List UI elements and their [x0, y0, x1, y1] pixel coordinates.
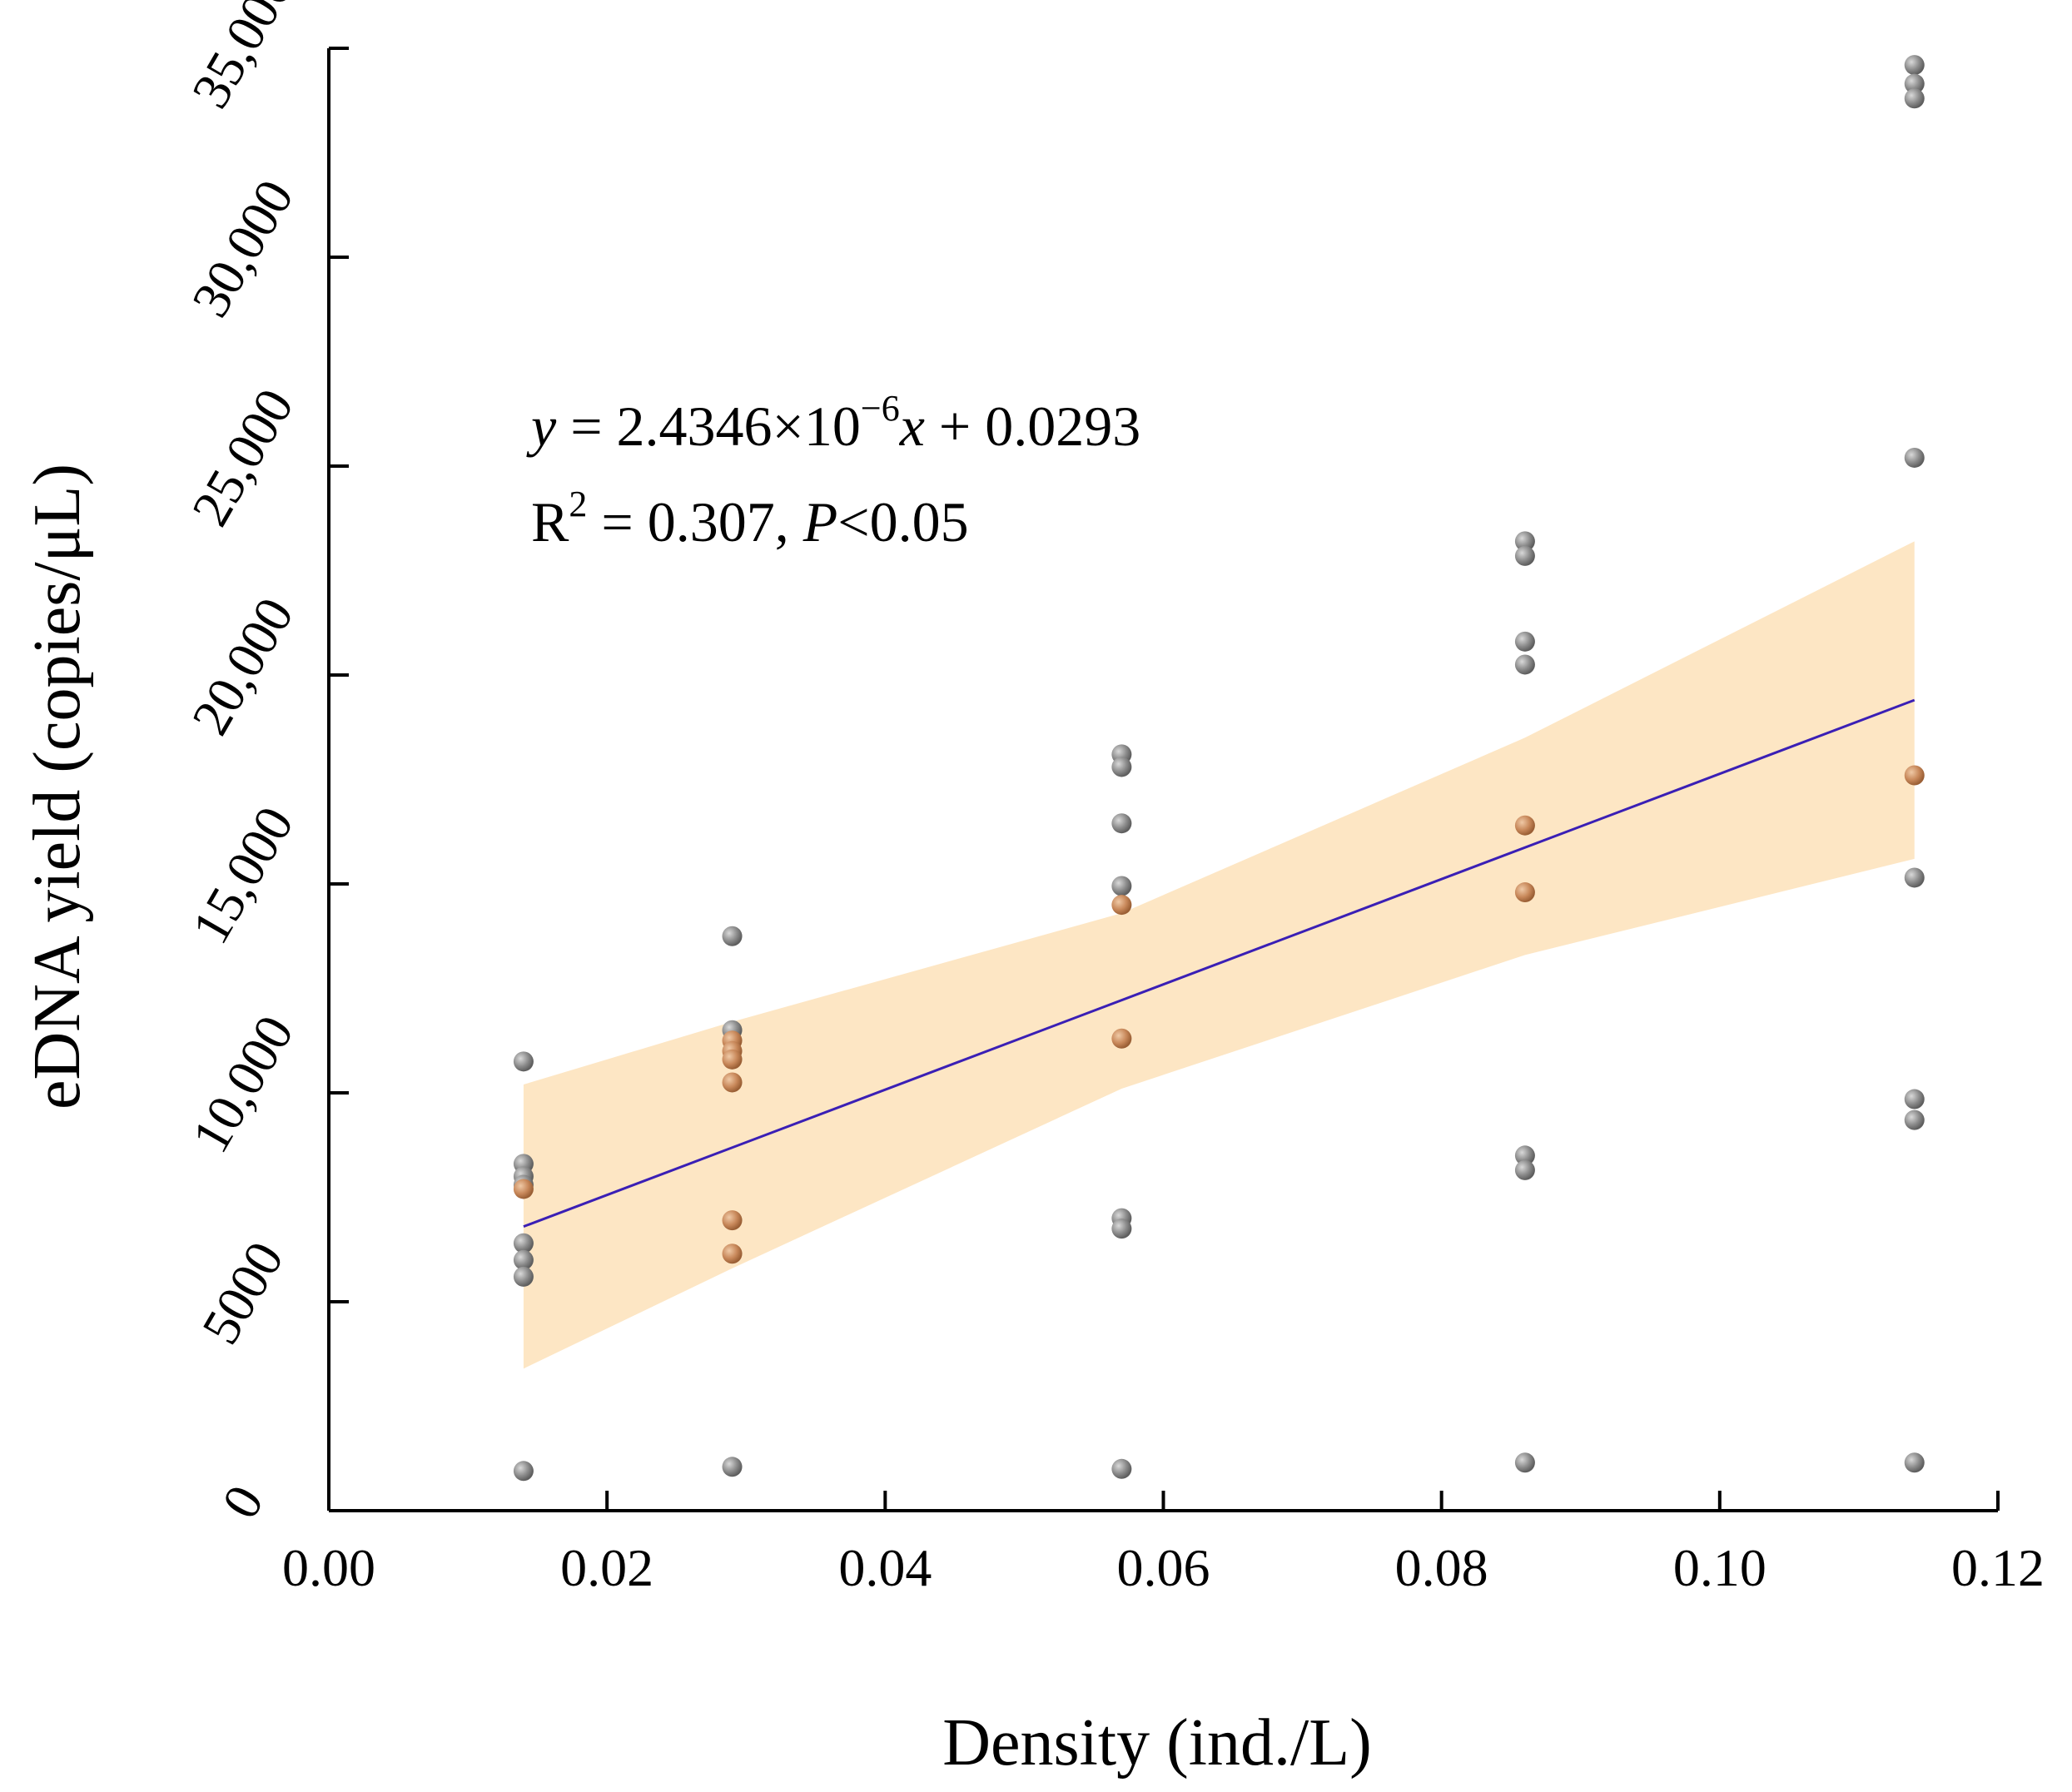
x-tick-label: 0.00 — [282, 1538, 375, 1597]
orange-data-point — [722, 1243, 743, 1264]
gray-data-point — [1904, 867, 1925, 888]
gray-data-point — [513, 1233, 534, 1253]
y-tick-label: 15,000 — [181, 797, 305, 953]
orange-data-point — [722, 1210, 743, 1231]
r-squared-annotation: R2 = 0.307, P<0.05 — [531, 484, 969, 553]
y-axis-title: eDNA yield (copies/μL) — [21, 464, 94, 1109]
regression-line — [523, 698, 1915, 1229]
y-tick-label: 10,000 — [181, 1005, 305, 1162]
orange-data-point — [1111, 1028, 1132, 1049]
orange-data-point — [722, 1072, 743, 1093]
x-tick-label: 0.02 — [560, 1538, 653, 1597]
x-tick-label: 0.04 — [838, 1538, 932, 1597]
gray-data-point — [1111, 1219, 1132, 1239]
gray-data-point — [1904, 1452, 1925, 1473]
orange-series — [513, 765, 1925, 1264]
gray-data-point — [1904, 55, 1925, 76]
gray-data-point — [1904, 1109, 1925, 1130]
regression-equation: y = 2.4346×10−6x + 0.0293 — [526, 388, 1140, 458]
gray-data-point — [1514, 531, 1535, 552]
x-tick-label: 0.12 — [1951, 1538, 2045, 1597]
gray-data-point — [513, 1266, 534, 1287]
x-axis-title: Density (ind./L) — [942, 1706, 1371, 1780]
gray-data-point — [1904, 1089, 1925, 1109]
y-tick-label: 0 — [211, 1476, 275, 1528]
y-tick-label: 20,000 — [181, 588, 305, 744]
confidence-band — [523, 541, 1915, 1369]
gray-series — [513, 55, 1925, 1482]
gray-data-point — [1904, 73, 1925, 94]
y-tick-label: 5000 — [191, 1232, 295, 1353]
gray-data-point — [722, 926, 743, 946]
orange-data-point — [1111, 895, 1132, 916]
y-axis-ticks: 0 5000 10,000 15,000 20,000 25,000 30,000 35,00… — [181, 0, 349, 1528]
gray-data-point — [1514, 1452, 1535, 1473]
gray-data-point — [722, 1457, 743, 1477]
gray-data-point — [1514, 631, 1535, 652]
orange-data-point — [1514, 815, 1535, 836]
x-tick-label: 0.10 — [1673, 1538, 1766, 1597]
gray-data-point — [1514, 545, 1535, 566]
gray-data-point — [1904, 447, 1925, 468]
gray-data-point — [1514, 654, 1535, 675]
gray-data-point — [1904, 88, 1925, 109]
orange-data-point — [1904, 765, 1925, 786]
orange-data-point — [513, 1179, 534, 1199]
orange-data-point — [1514, 882, 1535, 903]
y-tick-label: 35,000 — [181, 0, 305, 117]
gray-data-point — [1111, 876, 1132, 896]
x-tick-label: 0.06 — [1117, 1538, 1210, 1597]
orange-data-point — [722, 1049, 743, 1070]
gray-data-point — [513, 1461, 534, 1482]
gray-data-point — [513, 1051, 534, 1072]
gray-data-point — [1111, 757, 1132, 777]
y-tick-label: 30,000 — [181, 170, 305, 326]
x-tick-label: 0.08 — [1395, 1538, 1488, 1597]
gray-data-point — [513, 1249, 534, 1270]
gray-data-point — [1514, 1145, 1535, 1166]
gray-data-point — [1514, 1159, 1535, 1180]
y-tick-label: 25,000 — [181, 379, 305, 535]
gray-data-point — [1111, 1458, 1132, 1479]
gray-data-point — [1111, 813, 1132, 834]
x-axis-ticks: 0.00 0.02 0.04 0.06 0.08 0.10 0.12 — [282, 1491, 2045, 1597]
